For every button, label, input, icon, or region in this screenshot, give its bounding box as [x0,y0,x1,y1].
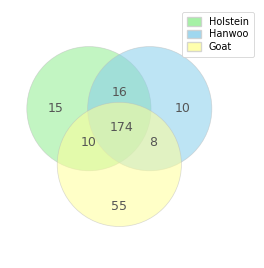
Circle shape [57,102,181,226]
Text: 8: 8 [149,136,158,149]
Text: 10: 10 [175,102,191,115]
Legend: Holstein, Hanwoo, Goat: Holstein, Hanwoo, Goat [182,12,254,57]
Text: 16: 16 [111,86,127,99]
Circle shape [27,47,151,171]
Circle shape [88,47,212,171]
Text: 10: 10 [81,136,97,149]
Text: 55: 55 [111,200,127,213]
Text: 174: 174 [110,121,134,134]
Text: 15: 15 [48,102,64,115]
